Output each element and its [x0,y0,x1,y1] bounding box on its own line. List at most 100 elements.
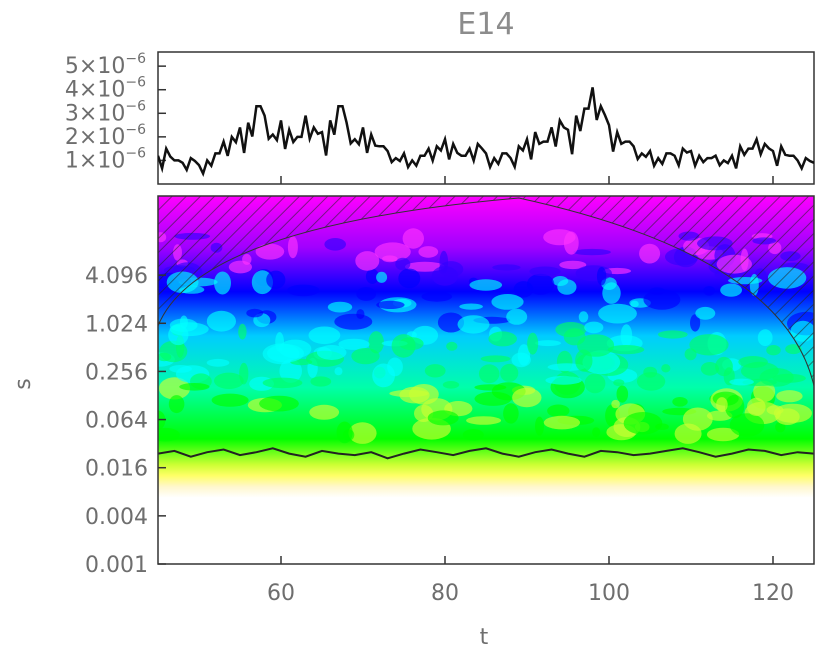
ts-y-tick-label: 1×10−6 [65,145,146,173]
scalogram-blob [446,341,458,351]
scalogram-blob [535,340,561,347]
scalogram-blob [480,355,511,363]
scalogram-y-tick-label: 0.001 [85,553,148,578]
scalogram-blob [474,391,512,406]
scalogram-blob [418,246,439,258]
scalogram-blob [716,397,728,413]
scalogram-blob [246,308,264,318]
scalogram-y-tick-label: 0.256 [85,360,148,385]
scalogram-blob [706,427,740,442]
scalogram-blob [596,267,607,286]
scalogram-blob [747,397,766,416]
scalogram-y-tick-label: 0.064 [85,409,148,434]
scalogram-blob [611,399,620,409]
scalogram-blob [584,373,606,394]
scalogram-blob [623,412,663,435]
scalogram-blob [547,404,570,418]
scalogram-blob [500,363,519,383]
scalogram-blob [469,279,503,291]
ts-y-tick-label: 3×10−6 [65,98,146,126]
scalogram-blob [214,372,244,389]
scalogram-blob [729,378,754,386]
scalogram-blob [238,323,247,340]
significance-contour [158,447,814,460]
scalogram-blob [334,313,373,330]
scalogram-blob [776,390,803,403]
timeseries-line [158,87,814,178]
scalogram-y-tick-label: 0.004 [85,505,148,530]
scalogram-blob [557,279,577,295]
scalogram-y-tick-label: 1.024 [85,312,148,337]
scalogram-blob [457,315,490,334]
scalogram-blob [703,286,716,296]
scalogram-blob [334,367,343,376]
scalogram-blob [674,423,702,444]
scalogram-blob [616,385,629,403]
scalogram-blob [395,257,411,271]
scalogram-blob [287,236,298,259]
scalogram-blob [575,265,612,282]
scalogram-blob [179,315,188,329]
x-tick-label: 60 [267,581,295,606]
scalogram-blob [517,344,531,366]
scalogram-blob [376,271,388,283]
timeseries-y-ticks: 1×10−62×10−63×10−64×10−65×10−6 [65,51,166,173]
scalogram-blob [729,413,765,437]
scalogram-blob [179,383,210,391]
scalogram-blob [643,289,681,310]
cone-of-influence [158,196,814,387]
ts-y-tick-label: 5×10−6 [65,51,146,79]
scalogram-blob [421,291,453,302]
scalogram-blob [287,284,320,297]
scalogram-blob [506,308,528,325]
scalogram-blob [374,242,411,262]
scalogram-blob [405,261,445,272]
scalogram-blob [578,311,589,323]
scalogram-blob [327,301,353,313]
scalogram-blob [573,248,611,256]
scalogram-blob [707,410,733,421]
scalogram-blob [424,364,446,378]
scalogram-blob [545,375,582,385]
scalogram-blob [695,306,716,320]
scalogram-blob [356,287,377,301]
scalogram-blob [206,358,230,367]
scalogram-blob [584,321,604,334]
scalogram-blob [672,397,688,407]
scalogram-blob [442,381,460,389]
scalogram-blob [211,393,249,407]
scalogram-blob [657,330,688,339]
scalogram-blob [158,427,180,442]
scalogram-blob [689,334,729,356]
scalogram-blob [690,314,701,332]
scalogram-blob [255,243,285,260]
scalogram-blob [563,231,579,255]
scalogram-blob [308,326,341,345]
scalogram-blob [365,268,379,284]
scalogram-blob [169,365,192,373]
scalogram-frame [157,195,815,565]
scalogram-blob [503,403,519,424]
timeseries-panel: 1×10−62×10−63×10−64×10−65×10−6 [65,51,815,185]
scalogram-blob [785,344,802,355]
scalogram-blob [206,310,236,332]
scalogram-blob [427,410,459,426]
scalogram-blob [575,349,593,372]
scalogram-blob [700,362,720,376]
scalogram-blob [636,372,666,391]
scalogram-blob [598,303,637,324]
scalogram-y-ticks: 0.001 0.004 0.016 0.064 0.256 1.024 4.096 [85,264,166,578]
scalogram-blob [512,387,542,408]
scalogram-blob [382,255,398,263]
scalogram-blob [399,386,430,404]
scalogram-blob [259,395,299,412]
scalogram-blob [527,332,539,355]
scalogram-blob [757,329,773,347]
scalogram-blob [214,271,231,295]
scalogram-blob [242,253,252,265]
scalogram-blob [356,309,365,320]
scalogram-blob [607,345,645,355]
scalogram-blob [466,416,502,425]
scalogram-blob [262,377,303,389]
